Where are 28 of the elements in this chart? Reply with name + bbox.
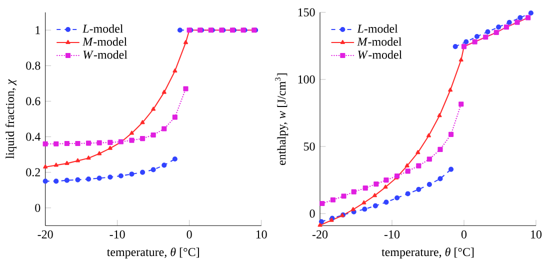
y-tick-label: 0: [310, 210, 315, 218]
legend-label: M-model: [357, 37, 402, 46]
y-tick-label: 50: [304, 142, 315, 151]
y-tick-label: 0.6: [26, 97, 40, 106]
x-tick-label: -20: [38, 230, 53, 238]
x-tick-label: 0: [461, 230, 467, 238]
legend-label: L-model: [82, 24, 124, 33]
x-tick-label: -20: [312, 230, 328, 238]
x-tick-label: 0: [186, 230, 192, 238]
y-tick-label: 0.8: [26, 62, 40, 70]
x-axis-title: temperature, θ [°C]: [382, 248, 474, 259]
legend-label: L-model: [357, 24, 398, 33]
legend-label: W-model: [83, 50, 128, 59]
legend-label: W-model: [358, 50, 402, 59]
y-axis-title: liquid fraction, χ: [5, 79, 16, 159]
y-tick-label: 1: [36, 26, 40, 34]
y-tick-label: 150: [298, 8, 315, 16]
y-tick-label: 0: [35, 204, 40, 212]
x-tick-label: -10: [384, 230, 400, 238]
x-axis-title: temperature, θ [°C]: [106, 248, 199, 259]
y-tick-label: 100: [298, 75, 315, 84]
legend-label: M-model: [82, 37, 127, 46]
y-tick-label: 0.2: [26, 168, 40, 176]
y-tick-label: 0.4: [26, 132, 40, 141]
y-axis-title: enthalpy, w [J/cm$^{3}$]: [275, 73, 288, 165]
x-tick-label: -10: [110, 230, 125, 238]
x-tick-label: 10: [256, 230, 267, 238]
x-tick-label: 10: [531, 230, 542, 238]
